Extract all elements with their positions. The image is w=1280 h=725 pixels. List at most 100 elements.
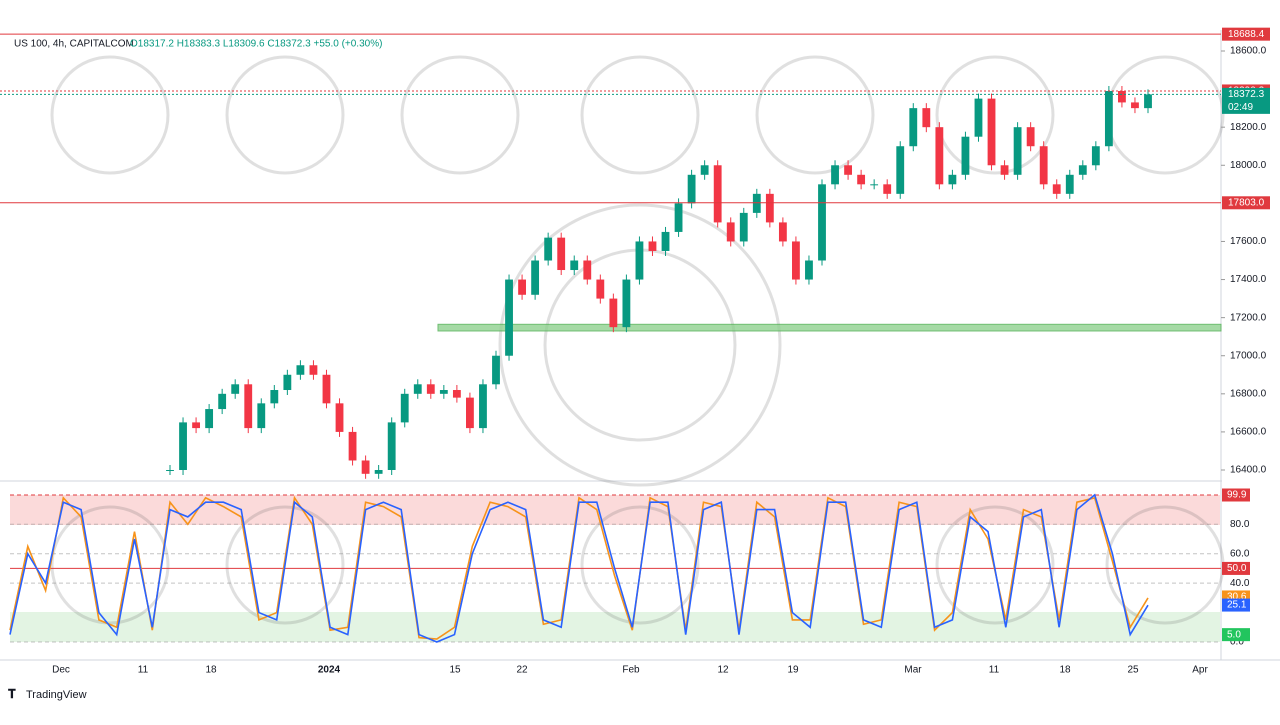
time-label: Feb [622, 665, 640, 676]
brand-logo: 𝐓 [8, 687, 16, 701]
candle [335, 403, 344, 432]
candle [192, 422, 200, 429]
osc-tag [1222, 598, 1250, 612]
symbol: US 100, 4h, CAPITALCOM [14, 39, 134, 50]
price-tick-label: 16600.0 [1230, 427, 1267, 438]
osc-tag-label: 25.1 [1227, 600, 1247, 611]
candle [883, 184, 892, 194]
price-tag [1222, 196, 1270, 210]
candle [505, 279, 513, 356]
price-tick-label: 17600.0 [1230, 236, 1267, 247]
candle [739, 212, 748, 242]
candle [1013, 127, 1022, 175]
osc-tick-label: 60.0 [1230, 548, 1250, 559]
time-label: 11 [138, 665, 149, 676]
candle [531, 260, 540, 295]
time-label: 15 [449, 665, 461, 676]
candle [492, 355, 500, 385]
candle [844, 165, 852, 175]
candle [674, 203, 683, 232]
candle [283, 374, 292, 391]
time-label: 2024 [318, 665, 341, 676]
candle [296, 365, 305, 375]
candle [1052, 184, 1061, 194]
time-label: Apr [1192, 665, 1208, 676]
candle [948, 174, 957, 185]
candle [439, 390, 448, 394]
price-tag [1222, 87, 1270, 114]
candle [909, 108, 918, 147]
candle [622, 279, 631, 328]
candle [596, 279, 605, 299]
time-label: 18 [205, 665, 217, 676]
candle [857, 174, 866, 185]
price-tag [1222, 27, 1270, 41]
candle [1078, 165, 1087, 175]
candle [348, 431, 357, 461]
price-tag-label: 17803.0 [1228, 197, 1265, 208]
candle [661, 231, 670, 251]
price-tag-label: 18372.3 [1228, 89, 1265, 100]
candle [687, 174, 696, 204]
osc-tag-label: 5.0 [1227, 629, 1241, 640]
candle [1118, 90, 1126, 103]
time-label: 25 [1127, 665, 1139, 676]
osc-tag [1222, 561, 1250, 575]
candle [896, 146, 905, 194]
watermark [50, 55, 1225, 625]
candle [792, 241, 800, 280]
price-tick-label: 18200.0 [1230, 122, 1267, 133]
candle [374, 470, 383, 474]
candle [466, 397, 474, 429]
candle [231, 384, 240, 394]
candle [452, 390, 461, 398]
time-label: 12 [717, 665, 729, 676]
osc-tag-label: 99.9 [1227, 490, 1247, 501]
osc-line-blue [9, 493, 1149, 643]
time-label: 18 [1059, 665, 1071, 676]
osc-tag [1222, 488, 1250, 502]
candle [987, 98, 996, 166]
osc-tick-label: 0.0 [1230, 637, 1244, 648]
time-label: 19 [787, 665, 799, 676]
candle [309, 365, 318, 375]
candle [778, 222, 787, 242]
time-label: Mar [904, 665, 922, 676]
candle [244, 384, 253, 429]
support-zone [437, 323, 1222, 332]
candle [713, 165, 722, 223]
candle [518, 279, 526, 295]
candle [1091, 146, 1100, 166]
candle [935, 127, 944, 185]
candle [583, 260, 592, 280]
candle [166, 470, 174, 471]
candle [387, 422, 396, 470]
price-tick-label: 16400.0 [1230, 465, 1267, 476]
osc-tick-label: 80.0 [1230, 519, 1250, 530]
candle [1026, 127, 1035, 147]
candle [974, 98, 983, 137]
ohlc: O18317.2 H18383.3 L18309.6 C18372.3 +55.… [130, 39, 382, 50]
candle [479, 384, 487, 429]
candle [570, 260, 579, 271]
price-tag-label: 18688.4 [1228, 29, 1265, 40]
candle [1000, 165, 1009, 175]
candle [870, 184, 879, 186]
candle [426, 384, 435, 394]
osc-tag-label: 30.6 [1227, 592, 1247, 603]
candle [648, 241, 657, 251]
candle [831, 165, 839, 185]
candle [752, 193, 761, 213]
time-label: 22 [516, 665, 528, 676]
price-tick-label: 17400.0 [1230, 274, 1267, 285]
candle [1039, 146, 1048, 185]
candle [179, 422, 187, 470]
price-tick-label: 17200.0 [1230, 312, 1267, 323]
candle [1104, 90, 1113, 147]
brand: TradingView [26, 689, 87, 701]
candle [818, 184, 826, 261]
time-label: Dec [52, 665, 70, 676]
candle [544, 237, 553, 261]
